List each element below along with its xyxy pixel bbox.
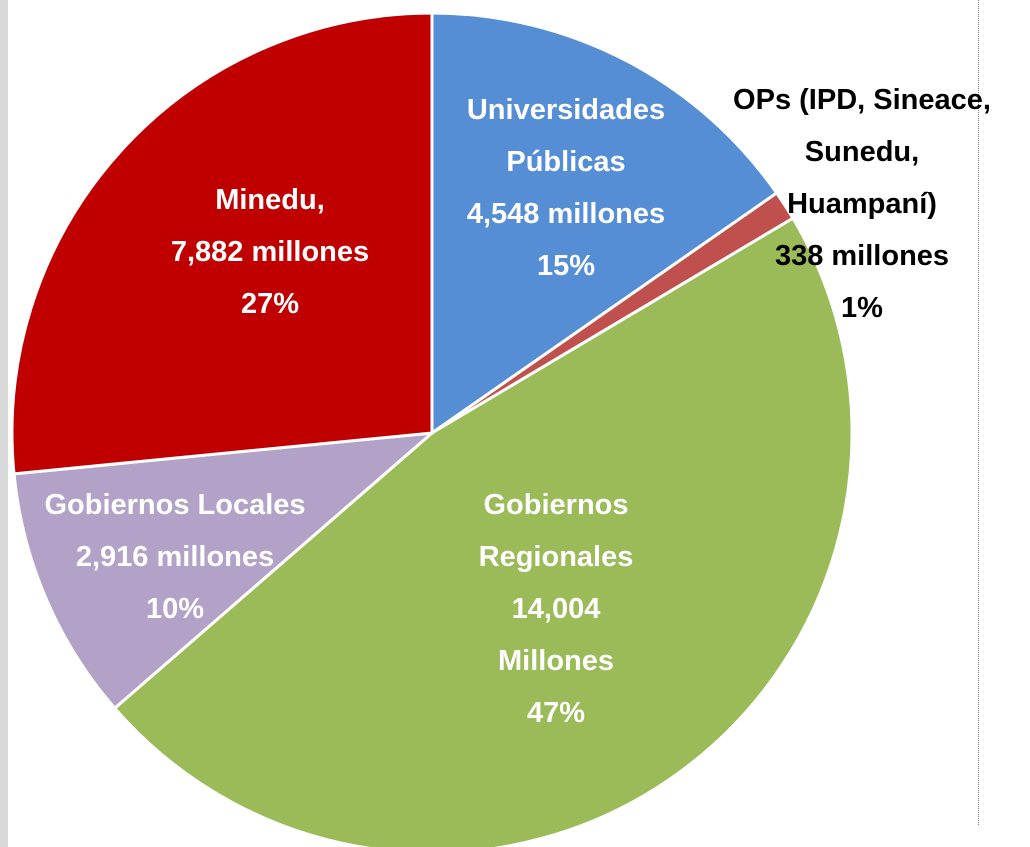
side-strip (0, 0, 8, 847)
pie-slice (430, 11, 779, 436)
percentage-label: 10% (145, 593, 205, 625)
category: Gobiernos Regionales (478, 489, 634, 573)
value-label: 4,548 millones (466, 198, 666, 230)
category: Minedu, (215, 184, 325, 216)
value-label: 2,916 millones (75, 541, 275, 573)
pie-slice (12, 431, 437, 711)
category: Gobiernos Locales (44, 489, 306, 521)
category: Universidades Públicas (466, 94, 666, 178)
pie-slice (112, 216, 854, 847)
percentage-label: 27% (240, 288, 300, 320)
slice-label: Gobiernos Regionales 14,004 Millones 47% (456, 479, 656, 739)
percentage-label: 1% (841, 292, 883, 324)
divider (978, 0, 979, 825)
category: OPs (IPD, Sineace, Sunedu, Huampaní) (733, 84, 991, 220)
slice-label: OPs (IPD, Sineace, Sunedu, Huampaní) 338 … (731, 74, 993, 334)
percentage-label: 47% (526, 697, 586, 729)
value-label: 338 millones (774, 240, 950, 272)
percentage-label: 15% (536, 250, 596, 282)
pie-slice (10, 11, 434, 476)
value-label: 14,004 Millones (497, 593, 614, 677)
value-label: 7,882 millones (170, 236, 370, 268)
slice-label: Minedu, 7,882 millones 27% (130, 174, 410, 330)
slice-label: Universidades Públicas 4,548 millones 15% (436, 84, 696, 292)
slice-label: Gobiernos Locales 2,916 millones 10% (10, 479, 340, 635)
